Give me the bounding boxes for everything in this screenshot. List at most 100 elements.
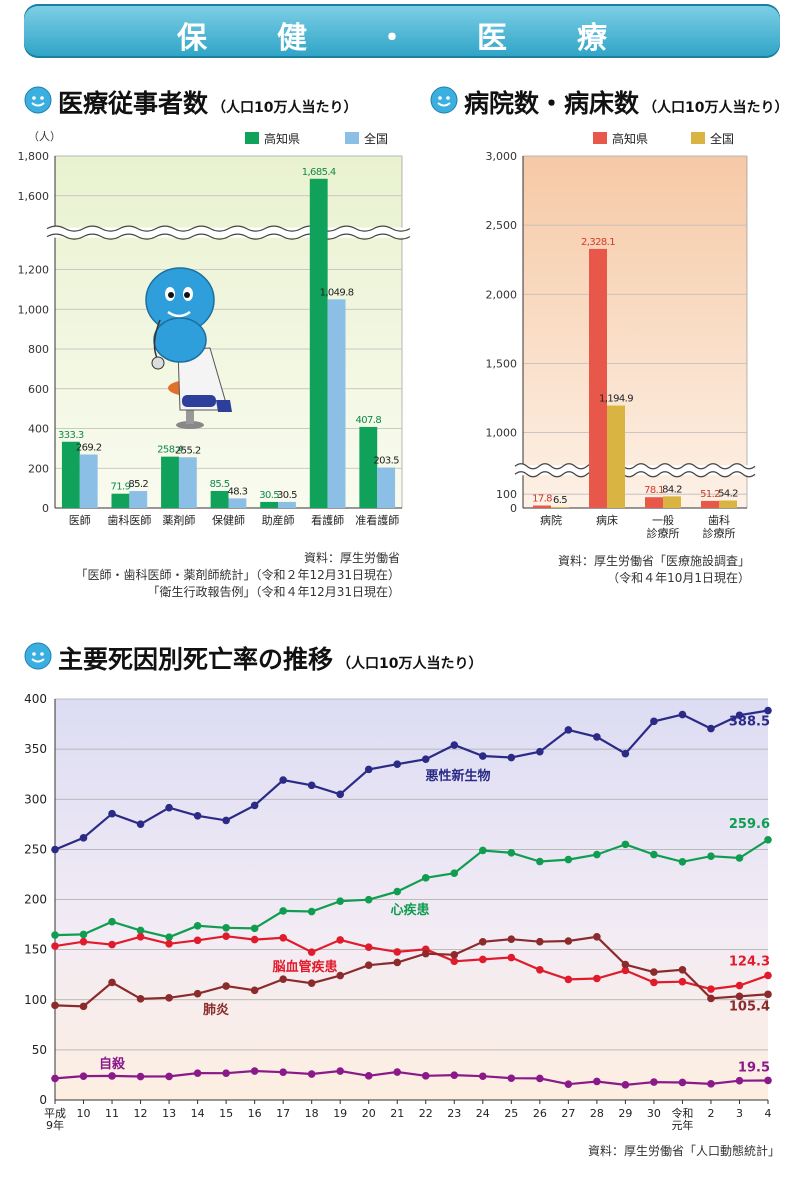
x-tick-label: 令和元年 [671,1106,693,1132]
x-tick-label: 保健師 [212,513,245,527]
hospitals-source: 資料：厚生労働省「医療施設調査」 （令和４年10月1日現在） [557,554,750,585]
bar-kochi [645,497,663,508]
data-label: 30.5 [259,490,279,501]
y-tick-label: 300 [24,792,47,806]
x-tick-label: 平成 9年 [44,1107,66,1132]
bar-national [719,500,737,508]
y-tick-label: 1,000 [18,303,50,316]
data-point [479,938,487,946]
legend-swatch [245,132,259,144]
data-point [764,971,772,980]
data-point [193,989,202,998]
x-tick-label: 15 [219,1107,233,1120]
data-point [507,1074,516,1083]
bar-kochi [359,426,378,508]
x-tick-label: 助産師 [262,513,295,527]
data-point [364,765,373,774]
y-tick-label: 0 [510,502,517,515]
legend-swatch [345,132,359,144]
data-point [650,1078,658,1086]
data-point [336,897,345,906]
data-point [279,1068,287,1077]
data-point [421,949,430,958]
bar-national [607,405,625,508]
data-point [735,1076,744,1085]
axis-break-line [514,471,756,478]
data-point [678,965,687,974]
data-point [51,1001,59,1010]
data-label: 1,194.9 [599,394,633,405]
data-point [279,933,287,942]
data-point [593,850,601,859]
axis-break-line [46,225,411,232]
end-value-label: 105.4 [729,999,770,1014]
series-line [54,1069,769,1087]
data-label: 17.8 [532,494,552,505]
data-label: 407.8 [355,415,381,426]
data-point [536,965,544,974]
data-point [108,978,116,987]
y-tick-label: 200 [24,893,47,907]
axis-break-line [514,463,756,470]
data-point [707,985,715,993]
bar-kochi [161,456,179,508]
y-tick-label: 1,800 [18,150,50,163]
data-point [450,1071,459,1079]
data-label: 1,685.4 [302,167,336,178]
data-point [307,781,316,790]
data-point [79,1002,88,1011]
x-tick-label: 病院 [540,513,562,527]
data-point [250,801,259,810]
data-point [222,816,230,825]
data-point [222,982,230,990]
data-point [707,994,715,1003]
data-point [621,840,630,849]
data-point [51,942,59,950]
data-point [364,961,373,969]
data-point [650,850,658,859]
data-label: 85.2 [128,479,148,490]
data-point [479,955,487,964]
data-point [307,1070,316,1078]
x-tick-label: 一般診療所 [647,514,680,540]
data-point [136,926,145,935]
data-point [479,752,487,760]
data-point [193,1069,202,1077]
data-point [621,749,630,758]
y-tick-label: 0 [39,1093,47,1107]
data-point [193,936,202,945]
series-line [54,935,769,1008]
series-name-label: 自殺 [99,1056,126,1072]
data-point [193,921,202,930]
y-tick-label: 800 [28,343,49,356]
data-point [250,935,259,944]
page-title: 保 健 ・ 医 療 [177,21,627,56]
x-tick-label: 10 [77,1107,91,1120]
data-point [393,958,402,967]
data-point [222,923,230,932]
y-tick-label: 250 [24,842,47,856]
x-tick-label: 准看護師 [355,513,399,527]
bar-kochi [210,491,229,508]
data-point [136,995,145,1003]
death-rate-line-chart: 0 50 100 150 200 250 300 350 400 平成 9年 10 11 12 13 14 15… [24,692,772,1132]
axis-break-gap [47,227,410,238]
data-point [222,932,230,940]
x-tick-label: 14 [191,1107,205,1120]
data-point [678,710,687,719]
data-point [507,953,516,962]
data-point [536,937,544,946]
legend-swatch [593,132,607,144]
series-name-label: 悪性新生物 [425,768,490,784]
y-axis-unit: （人） [28,130,61,143]
bar-national [551,507,569,508]
data-point [735,711,744,720]
data-label: 85.5 [210,479,230,490]
x-tick-label: 17 [276,1107,290,1120]
bar-national [228,498,247,508]
data-point [307,907,316,916]
y-tick-label: 1,600 [18,190,50,203]
legend-label: 高知県 [612,131,648,146]
data-point [108,917,116,926]
x-tick-label: 12 [134,1107,148,1120]
